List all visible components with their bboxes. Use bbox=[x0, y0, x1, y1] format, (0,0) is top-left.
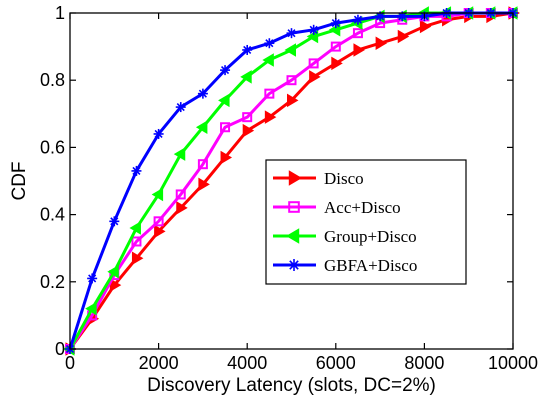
star-marker-stroke bbox=[220, 66, 230, 75]
triangle-left-marker bbox=[173, 147, 186, 161]
star-marker bbox=[330, 18, 341, 29]
star-marker-stroke bbox=[376, 12, 385, 21]
star-marker bbox=[109, 216, 120, 227]
triangle-right-marker bbox=[220, 150, 233, 165]
triangle-right-marker bbox=[397, 29, 410, 44]
star-marker-stroke bbox=[309, 25, 318, 34]
triangle-right-marker bbox=[264, 110, 277, 124]
triangle-right-marker bbox=[131, 251, 144, 266]
legend-label: Group+Disco bbox=[324, 227, 417, 246]
y-tick-label: 1 bbox=[55, 3, 65, 23]
triangle-right-marker bbox=[198, 177, 210, 192]
y-tick-label: 0.6 bbox=[40, 137, 65, 157]
star-marker bbox=[131, 165, 142, 176]
legend-item-gbfa-disco: GBFA+Disco bbox=[273, 256, 417, 275]
y-axis-label: CDF bbox=[9, 161, 30, 200]
star-marker bbox=[175, 102, 186, 113]
legend-label: Disco bbox=[324, 169, 364, 188]
star-marker-stroke bbox=[154, 129, 163, 139]
triangle-left-marker bbox=[151, 187, 164, 202]
star-marker bbox=[87, 273, 98, 284]
plot-frame bbox=[69, 12, 514, 350]
square-marker bbox=[242, 112, 253, 123]
triangle-left-marker bbox=[240, 70, 252, 84]
legend-item-disco: Disco bbox=[273, 169, 364, 188]
square-marker bbox=[352, 28, 363, 39]
triangle-left-marker bbox=[129, 221, 141, 235]
star-marker bbox=[242, 44, 253, 55]
y-tick-label: 0.8 bbox=[40, 70, 65, 90]
x-axis-label: Discovery Latency (slots, DC=2%) bbox=[147, 375, 436, 396]
star-marker bbox=[352, 14, 363, 25]
star-marker bbox=[288, 259, 300, 271]
triangle-right-marker bbox=[154, 224, 166, 239]
square-marker bbox=[153, 216, 164, 227]
triangle-left-marker bbox=[107, 264, 119, 279]
x-tick-label: 4000 bbox=[227, 353, 267, 373]
square-marker bbox=[220, 122, 231, 133]
star-marker bbox=[308, 24, 319, 35]
triangle-left-marker bbox=[218, 93, 230, 108]
square-marker bbox=[131, 236, 142, 247]
x-tick-label: 2000 bbox=[139, 353, 179, 373]
star-marker bbox=[220, 65, 231, 76]
star-marker-stroke bbox=[289, 260, 299, 270]
star-marker-stroke bbox=[398, 12, 407, 21]
triangle-right-marker bbox=[331, 56, 343, 71]
triangle-right-marker bbox=[287, 93, 299, 108]
star-marker-stroke bbox=[353, 15, 363, 24]
star-marker bbox=[153, 128, 164, 139]
triangle-left-marker bbox=[286, 228, 300, 244]
x-tick-label: 10000 bbox=[488, 353, 538, 373]
star-marker-stroke bbox=[198, 89, 207, 98]
star-marker-stroke bbox=[88, 274, 97, 283]
star-marker-stroke bbox=[287, 29, 296, 38]
star-marker-stroke bbox=[265, 39, 274, 48]
triangle-right-marker bbox=[375, 36, 388, 50]
legend-label: Acc+Disco bbox=[324, 198, 401, 217]
square-marker bbox=[330, 41, 341, 52]
triangle-left-marker bbox=[85, 301, 97, 316]
triangle-right-marker bbox=[353, 43, 365, 57]
y-tick-label: 0.2 bbox=[40, 272, 65, 292]
star-marker-stroke bbox=[110, 217, 119, 226]
legend: Disco Acc+Disco Group+Disco GBFA+Disco bbox=[265, 159, 467, 285]
star-marker bbox=[264, 38, 275, 49]
x-tick-label: 0 bbox=[65, 353, 75, 373]
star-marker-stroke bbox=[243, 45, 252, 55]
star-marker bbox=[197, 88, 208, 99]
square-marker bbox=[288, 201, 300, 213]
triangle-left-marker bbox=[262, 53, 274, 67]
x-tick-label: 8000 bbox=[404, 353, 444, 373]
triangle-left-marker bbox=[284, 43, 296, 57]
triangle-right-marker bbox=[288, 170, 302, 186]
y-tick-label: 0 bbox=[55, 339, 65, 359]
series-line-acc-disco bbox=[68, 11, 513, 350]
x-tick-label: 6000 bbox=[316, 353, 356, 373]
star-marker-stroke bbox=[176, 103, 185, 112]
triangle-right-marker bbox=[309, 70, 321, 84]
star-marker-stroke bbox=[331, 19, 340, 28]
triangle-right-marker bbox=[109, 278, 122, 292]
square-marker bbox=[264, 88, 275, 99]
triangle-right-marker bbox=[176, 201, 188, 215]
y-tick-label: 0.4 bbox=[40, 205, 65, 225]
square-marker bbox=[286, 75, 297, 86]
triangle-left-marker bbox=[195, 120, 208, 134]
square-marker bbox=[308, 58, 319, 69]
star-marker-stroke bbox=[132, 166, 141, 175]
ticks-layer: 0 2000 4000 6000 8000 10000 0 0.2 0.4 0.6 0.8 1 bbox=[40, 3, 538, 373]
square-marker bbox=[175, 189, 186, 200]
legend-item-group-disco: Group+Disco bbox=[273, 227, 417, 246]
legend-label: GBFA+Disco bbox=[324, 256, 417, 275]
legend-item-acc-disco: Acc+Disco bbox=[273, 198, 401, 217]
triangle-right-marker bbox=[242, 123, 255, 138]
square-marker bbox=[197, 159, 208, 170]
legend-box bbox=[265, 159, 467, 285]
star-marker bbox=[286, 28, 297, 39]
triangle-right-marker bbox=[419, 19, 432, 34]
series-layer bbox=[63, 6, 520, 356]
